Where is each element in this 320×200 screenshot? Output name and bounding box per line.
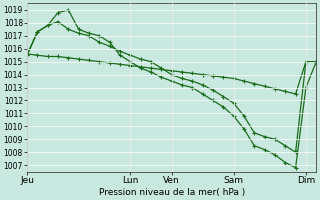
X-axis label: Pression niveau de la mer( hPa ): Pression niveau de la mer( hPa ): [99, 188, 245, 197]
